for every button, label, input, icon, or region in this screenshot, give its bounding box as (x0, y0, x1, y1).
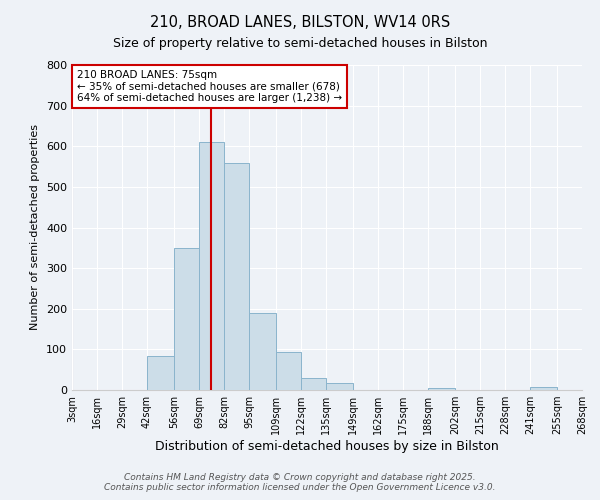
Bar (174, 248, 199, 390)
Bar (530, 387, 557, 390)
Bar (428, 388, 455, 390)
Text: 210, BROAD LANES, BILSTON, WV14 0RS: 210, BROAD LANES, BILSTON, WV14 0RS (150, 15, 450, 30)
Bar (249, 313, 276, 390)
X-axis label: Distribution of semi-detached houses by size in Bilston: Distribution of semi-detached houses by … (155, 440, 499, 453)
Bar (301, 378, 326, 390)
Y-axis label: Number of semi-detached properties: Number of semi-detached properties (31, 124, 40, 330)
Text: Contains HM Land Registry data © Crown copyright and database right 2025.
Contai: Contains HM Land Registry data © Crown c… (104, 473, 496, 492)
Text: Size of property relative to semi-detached houses in Bilston: Size of property relative to semi-detach… (113, 38, 487, 51)
Bar (199, 142, 224, 390)
Bar (276, 352, 301, 390)
Bar (224, 162, 249, 390)
Bar (326, 383, 353, 390)
Bar (147, 356, 174, 390)
Text: 210 BROAD LANES: 75sqm
← 35% of semi-detached houses are smaller (678)
64% of se: 210 BROAD LANES: 75sqm ← 35% of semi-det… (77, 70, 342, 103)
